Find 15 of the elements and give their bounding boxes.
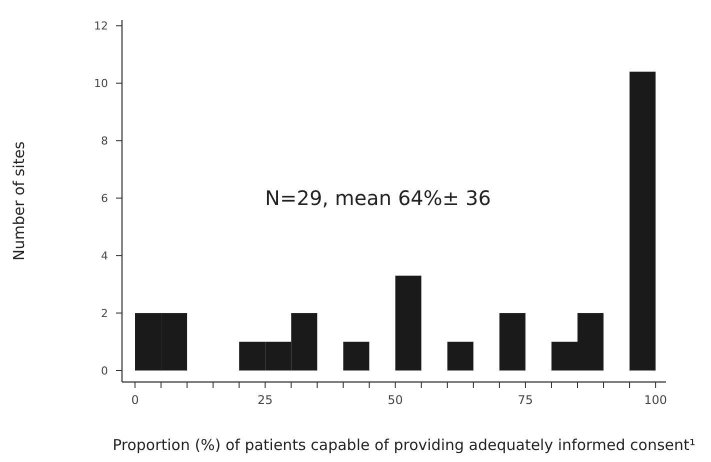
y-tick-label: 10 xyxy=(94,77,108,90)
x-tick-label: 0 xyxy=(131,393,139,407)
y-tick-label: 8 xyxy=(101,134,108,148)
annotation: N=29, mean 64%± 36 xyxy=(265,186,491,210)
y-tick-label: 6 xyxy=(101,192,108,206)
x-axis-title: Proportion (%) of patients capable of providing adequately informed consent¹ xyxy=(112,436,696,454)
x-tick-label: 25 xyxy=(258,393,273,407)
x-tick-label: 50 xyxy=(388,393,403,407)
y-tick-label: 2 xyxy=(101,307,108,320)
y-axis-title: Number of sites xyxy=(10,141,28,261)
x-tick-label: 100 xyxy=(644,393,668,407)
y-tick-label: 12 xyxy=(94,20,108,33)
y-tick-label: 0 xyxy=(101,364,108,378)
x-tick-label: 75 xyxy=(518,393,534,407)
y-tick-label: 4 xyxy=(101,250,108,263)
